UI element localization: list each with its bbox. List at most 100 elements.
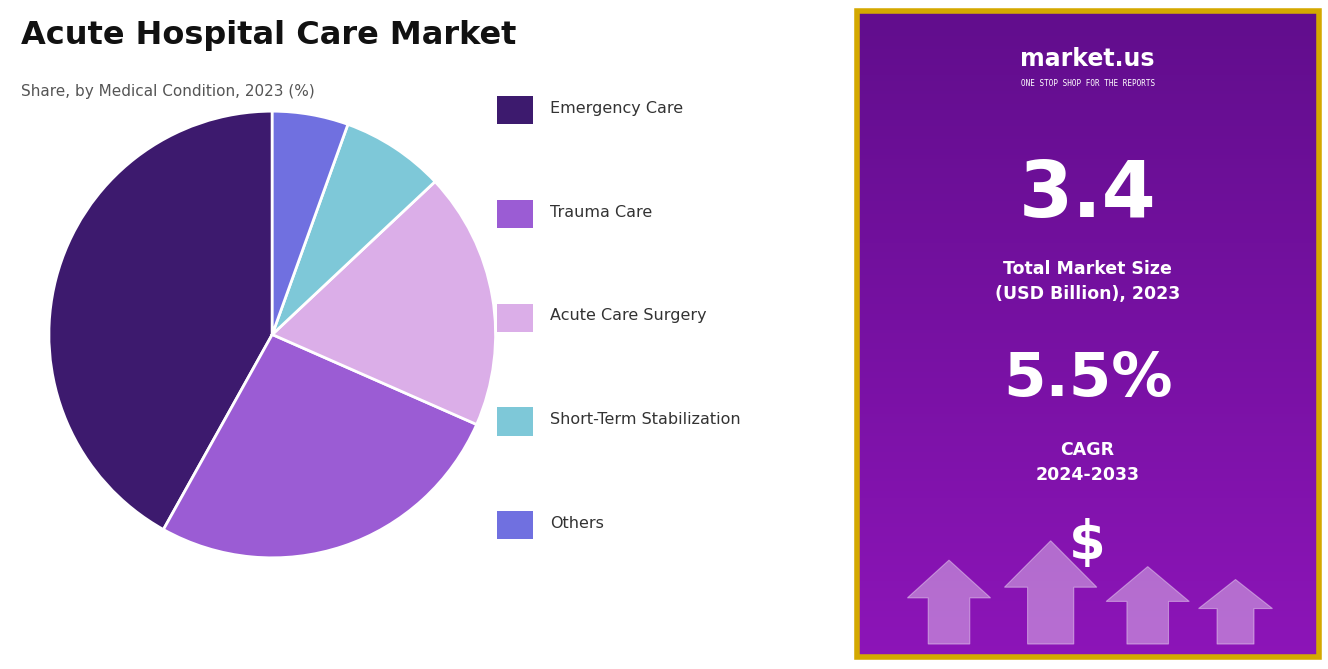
Bar	[857, 250, 1319, 254]
Bar	[857, 282, 1319, 286]
Bar	[857, 579, 1319, 583]
Bar	[857, 441, 1319, 444]
Bar	[857, 160, 1319, 163]
Bar	[857, 173, 1319, 176]
Bar	[857, 247, 1319, 250]
Bar	[857, 499, 1319, 502]
Text: CAGR
2024-2033: CAGR 2024-2033	[1036, 441, 1139, 484]
Bar	[857, 92, 1319, 95]
Text: 5.5%: 5.5%	[1003, 351, 1173, 409]
Bar	[857, 95, 1319, 98]
Bar	[857, 489, 1319, 492]
Bar	[857, 480, 1319, 482]
Bar	[857, 157, 1319, 160]
Bar	[857, 192, 1319, 195]
Bar	[857, 137, 1319, 140]
Bar	[857, 98, 1319, 102]
Bar	[857, 395, 1319, 399]
Bar	[857, 276, 1319, 279]
Bar	[857, 231, 1319, 234]
Bar	[857, 418, 1319, 421]
Bar	[857, 208, 1319, 211]
Bar	[857, 114, 1319, 118]
Bar	[857, 296, 1319, 298]
Bar	[857, 370, 1319, 373]
Bar	[857, 622, 1319, 625]
Bar	[857, 54, 1319, 57]
Bar	[857, 218, 1319, 221]
Bar	[857, 470, 1319, 473]
Bar	[857, 140, 1319, 144]
Bar	[857, 541, 1319, 544]
Bar	[857, 108, 1319, 112]
Bar	[857, 537, 1319, 541]
Bar	[857, 373, 1319, 376]
Bar	[857, 79, 1319, 82]
Text: Share, by Medical Condition, 2023 (%): Share, by Medical Condition, 2023 (%)	[21, 84, 315, 98]
Polygon shape	[907, 560, 991, 644]
Bar	[857, 531, 1319, 535]
Bar	[857, 195, 1319, 199]
Bar	[857, 321, 1319, 324]
Bar	[857, 648, 1319, 650]
Bar	[857, 367, 1319, 370]
Bar	[857, 427, 1319, 431]
Bar	[857, 21, 1319, 24]
Bar	[857, 473, 1319, 476]
Bar	[857, 328, 1319, 331]
Bar	[857, 611, 1319, 615]
Bar	[857, 431, 1319, 434]
Bar	[857, 40, 1319, 43]
Bar	[857, 535, 1319, 537]
Polygon shape	[1004, 541, 1097, 644]
Text: 3.4: 3.4	[1019, 157, 1157, 233]
Bar	[857, 634, 1319, 638]
Bar	[857, 205, 1319, 208]
Bar	[857, 351, 1319, 353]
Bar	[857, 43, 1319, 47]
Bar	[857, 599, 1319, 602]
Bar	[857, 650, 1319, 654]
Bar	[857, 444, 1319, 447]
Bar	[857, 312, 1319, 315]
Bar	[857, 502, 1319, 505]
Bar	[857, 244, 1319, 247]
Bar	[857, 567, 1319, 570]
Bar	[857, 273, 1319, 276]
FancyBboxPatch shape	[497, 200, 533, 228]
Bar	[857, 15, 1319, 18]
Bar	[857, 70, 1319, 73]
Bar	[857, 551, 1319, 554]
Bar	[857, 357, 1319, 360]
Bar	[857, 224, 1319, 227]
Bar	[857, 60, 1319, 63]
Bar	[857, 557, 1319, 560]
Bar	[857, 298, 1319, 302]
Bar	[857, 186, 1319, 189]
Bar	[857, 89, 1319, 92]
Bar	[857, 82, 1319, 86]
Bar	[857, 563, 1319, 567]
Bar	[857, 353, 1319, 357]
Bar	[857, 421, 1319, 425]
Bar	[857, 573, 1319, 576]
Bar	[857, 227, 1319, 231]
Bar	[857, 638, 1319, 641]
Wedge shape	[272, 181, 495, 425]
Wedge shape	[49, 111, 272, 530]
Bar	[857, 128, 1319, 131]
Bar	[857, 476, 1319, 480]
Bar	[857, 450, 1319, 454]
Bar	[857, 124, 1319, 128]
Bar	[857, 18, 1319, 21]
Bar	[857, 11, 1319, 15]
Bar	[857, 211, 1319, 215]
Bar	[857, 463, 1319, 466]
Bar	[857, 457, 1319, 460]
FancyBboxPatch shape	[497, 96, 533, 124]
Bar	[857, 50, 1319, 54]
Bar	[857, 625, 1319, 628]
Bar	[857, 379, 1319, 383]
Text: Others: Others	[550, 516, 604, 531]
Bar	[857, 528, 1319, 531]
